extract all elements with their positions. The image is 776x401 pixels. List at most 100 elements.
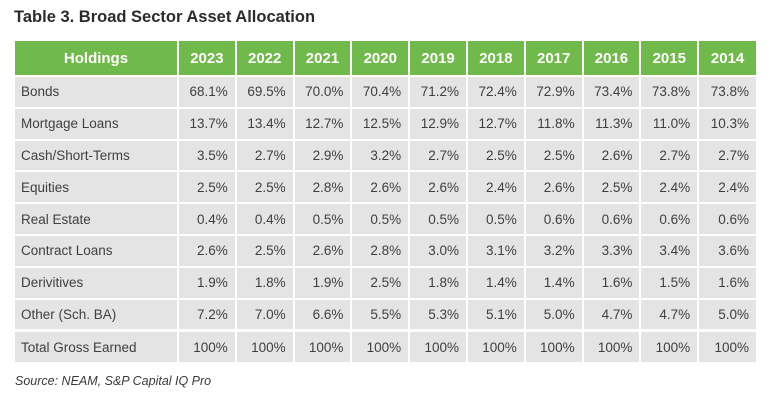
- table-cell: 2.8%: [351, 234, 411, 268]
- column-header-year: 2020: [351, 41, 411, 77]
- table-cell: 68.1%: [178, 76, 237, 109]
- table-cell: 3.4%: [640, 234, 700, 268]
- total-row: Total Gross Earned 100% 100% 100% 100% 1…: [15, 329, 756, 365]
- table-cell: 13.4%: [235, 107, 295, 141]
- table-cell: 11.0%: [640, 107, 700, 141]
- table-cell: 11.3%: [582, 107, 642, 141]
- table-cell: 71.2%: [409, 76, 468, 109]
- total-cell: 100%: [524, 329, 584, 365]
- table-cell: 3.0%: [409, 234, 468, 268]
- total-cell: 100%: [293, 329, 353, 365]
- table-cell: 0.5%: [293, 203, 353, 236]
- source-note: Source: NEAM, S&P Capital IQ Pro: [15, 374, 212, 388]
- table-cell: 73.4%: [582, 76, 642, 109]
- asset-allocation-table: Holdings 2023 2022 2021 2020 2019 2018 2…: [15, 41, 756, 365]
- table-cell: 1.4%: [466, 266, 526, 300]
- table-cell: 2.4%: [698, 171, 756, 205]
- column-header-holdings: Holdings: [15, 41, 179, 77]
- header-row: Holdings 2023 2022 2021 2020 2019 2018 2…: [15, 41, 756, 77]
- table-cell: 0.5%: [409, 203, 468, 236]
- table-cell: 2.5%: [524, 139, 584, 173]
- table-cell: 2.6%: [293, 234, 353, 268]
- row-label: Real Estate: [15, 203, 179, 236]
- table-cell: 0.6%: [524, 203, 584, 236]
- table-cell: 1.9%: [178, 266, 237, 300]
- row-label: Equities: [15, 171, 179, 205]
- table-cell: 72.4%: [466, 76, 526, 109]
- row-label: Mortgage Loans: [15, 107, 179, 141]
- table-cell: 0.5%: [351, 203, 411, 236]
- table-cell: 12.7%: [293, 107, 353, 141]
- table-cell: 12.7%: [466, 107, 526, 141]
- total-cell: 100%: [698, 329, 756, 365]
- table-cell: 2.5%: [235, 171, 295, 205]
- table-cell: 69.5%: [235, 76, 295, 109]
- column-header-year: 2016: [582, 41, 642, 77]
- table-cell: 3.6%: [698, 234, 756, 268]
- table-cell: 1.6%: [698, 266, 756, 300]
- table-row: Contract Loans 2.6% 2.5% 2.6% 2.8% 3.0% …: [15, 234, 756, 268]
- total-cell: 100%: [466, 329, 526, 365]
- total-cell: 100%: [640, 329, 700, 365]
- table-cell: 2.7%: [235, 139, 295, 173]
- table-cell: 2.6%: [409, 171, 468, 205]
- table-cell: 2.9%: [293, 139, 353, 173]
- row-label: Cash/Short-Terms: [15, 139, 179, 173]
- column-header-year: 2015: [640, 41, 700, 77]
- table-cell: 6.6%: [293, 298, 353, 332]
- table-cell: 2.5%: [466, 139, 526, 173]
- column-header-year: 2022: [235, 41, 295, 77]
- total-cell: 100%: [351, 329, 411, 365]
- table-cell: 3.2%: [524, 234, 584, 268]
- row-label: Derivitives: [15, 266, 179, 300]
- table-cell: 1.6%: [582, 266, 642, 300]
- table-cell: 7.0%: [235, 298, 295, 332]
- table-row: Mortgage Loans 13.7% 13.4% 12.7% 12.5% 1…: [15, 107, 756, 141]
- table-cell: 13.7%: [178, 107, 237, 141]
- table-cell: 5.5%: [351, 298, 411, 332]
- table-cell: 5.3%: [409, 298, 468, 332]
- table-cell: 2.4%: [466, 171, 526, 205]
- table-cell: 1.9%: [293, 266, 353, 300]
- table-cell: 2.6%: [582, 139, 642, 173]
- column-header-year: 2017: [524, 41, 584, 77]
- table-cell: 5.0%: [524, 298, 584, 332]
- total-row-label: Total Gross Earned: [15, 329, 179, 365]
- table-cell: 5.0%: [698, 298, 756, 332]
- table-cell: 2.6%: [178, 234, 237, 268]
- table-cell: 1.8%: [235, 266, 295, 300]
- table-cell: 4.7%: [582, 298, 642, 332]
- table-cell: 0.6%: [582, 203, 642, 236]
- total-cell: 100%: [235, 329, 295, 365]
- table-cell: 3.2%: [351, 139, 411, 173]
- table-cell: 2.7%: [640, 139, 700, 173]
- table-row: Equities 2.5% 2.5% 2.8% 2.6% 2.6% 2.4% 2…: [15, 171, 756, 205]
- table-cell: 1.8%: [409, 266, 468, 300]
- table-cell: 3.1%: [466, 234, 526, 268]
- table-row: Bonds 68.1% 69.5% 70.0% 70.4% 71.2% 72.4…: [15, 76, 756, 109]
- table-cell: 2.4%: [640, 171, 700, 205]
- table-cell: 2.5%: [582, 171, 642, 205]
- table-cell: 2.7%: [698, 139, 756, 173]
- table-row: Real Estate 0.4% 0.4% 0.5% 0.5% 0.5% 0.5…: [15, 203, 756, 236]
- table-cell: 1.4%: [524, 266, 584, 300]
- table-row: Cash/Short-Terms 3.5% 2.7% 2.9% 3.2% 2.7…: [15, 139, 756, 173]
- table-row: Derivitives 1.9% 1.8% 1.9% 2.5% 1.8% 1.4…: [15, 266, 756, 300]
- column-header-year: 2021: [293, 41, 353, 77]
- total-cell: 100%: [178, 329, 237, 365]
- column-header-year: 2019: [409, 41, 468, 77]
- table-cell: 2.5%: [351, 266, 411, 300]
- table-cell: 0.6%: [640, 203, 700, 236]
- table-cell: 2.8%: [293, 171, 353, 205]
- table-cell: 2.7%: [409, 139, 468, 173]
- column-header-year: 2014: [698, 41, 756, 77]
- table-cell: 11.8%: [524, 107, 584, 141]
- table-cell: 3.5%: [178, 139, 237, 173]
- table-cell: 2.5%: [178, 171, 237, 205]
- table-title: Table 3. Broad Sector Asset Allocation: [14, 8, 316, 26]
- total-cell: 100%: [582, 329, 642, 365]
- table-cell: 0.4%: [178, 203, 237, 236]
- table-row: Other (Sch. BA) 7.2% 7.0% 6.6% 5.5% 5.3%…: [15, 298, 756, 332]
- column-header-year: 2018: [466, 41, 526, 77]
- table-cell: 73.8%: [640, 76, 700, 109]
